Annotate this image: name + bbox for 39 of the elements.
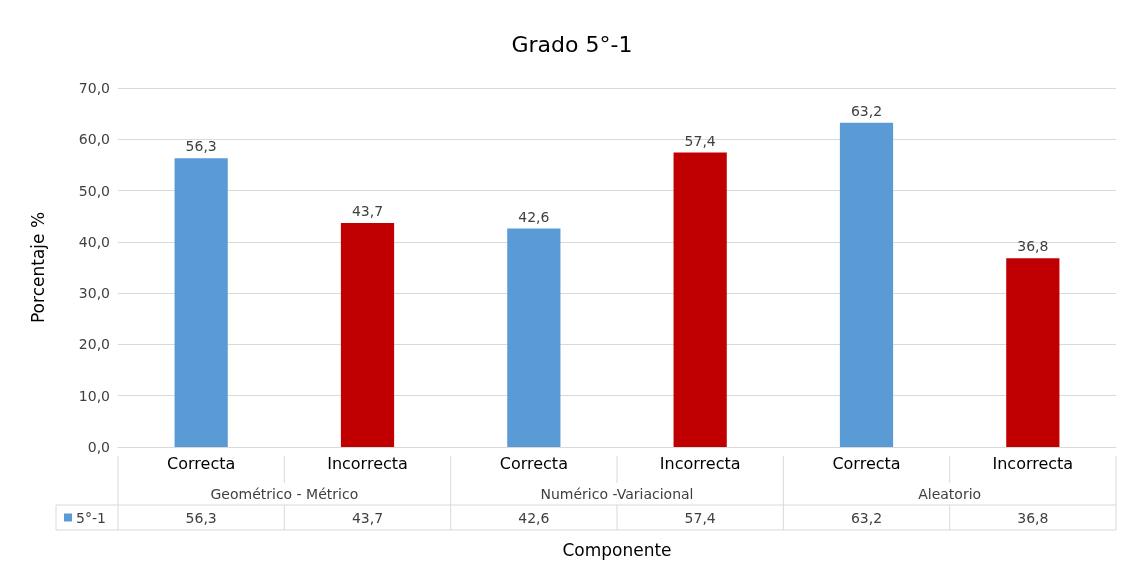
x-tick-label: Correcta [167, 453, 236, 473]
data-label: 43,7 [351, 509, 384, 526]
y-tick-label: 30,0 [78, 285, 110, 302]
bar [507, 228, 561, 447]
x-tick-label: Incorrecta [659, 453, 741, 473]
x-tick-label: Incorrecta [327, 453, 408, 473]
y-tick-label: 70,0 [78, 80, 110, 96]
data-label: 42,6 [518, 509, 550, 526]
text: 36,8 [1017, 238, 1049, 255]
x-axis-title: Componente [562, 539, 672, 560]
y-tick-label: 20,0 [78, 336, 110, 353]
text: 63,2 [850, 102, 883, 119]
y-tick-label: 50,0 [78, 182, 110, 199]
data-label: 56,3 [185, 509, 217, 526]
data-label: 36,8 [1017, 509, 1049, 526]
bar [174, 158, 228, 447]
data-label: 57,4 [684, 509, 716, 526]
text: 43,7 [351, 202, 384, 219]
text: 42,6 [518, 208, 550, 225]
x-tick-label: Incorrecta [992, 453, 1074, 473]
y-axis-title: Porcentaje % [27, 211, 48, 324]
legend-label: 5°-1 [76, 509, 106, 526]
text: 56,3 [185, 138, 217, 155]
text: 57,4 [684, 132, 716, 149]
data-label: 63,2 [850, 509, 883, 526]
text: Aleatorio [918, 486, 982, 502]
y-tick-label: 40,0 [78, 233, 110, 250]
x-tick-label: Correcta [832, 453, 901, 473]
text: Numérico -Variacional [540, 486, 694, 502]
bar [340, 222, 395, 447]
text: Geométrico - Métrico [210, 486, 359, 502]
x-tick-label: Correcta [499, 453, 568, 473]
bar [1006, 258, 1060, 447]
chart-title: Grado 5°-1 [511, 31, 633, 57]
y-tick-label: 10,0 [78, 387, 110, 404]
bar [839, 122, 894, 447]
y-tick-label: 0,0 [87, 439, 110, 455]
y-tick-label: 60,0 [78, 131, 110, 148]
bar [673, 152, 727, 447]
